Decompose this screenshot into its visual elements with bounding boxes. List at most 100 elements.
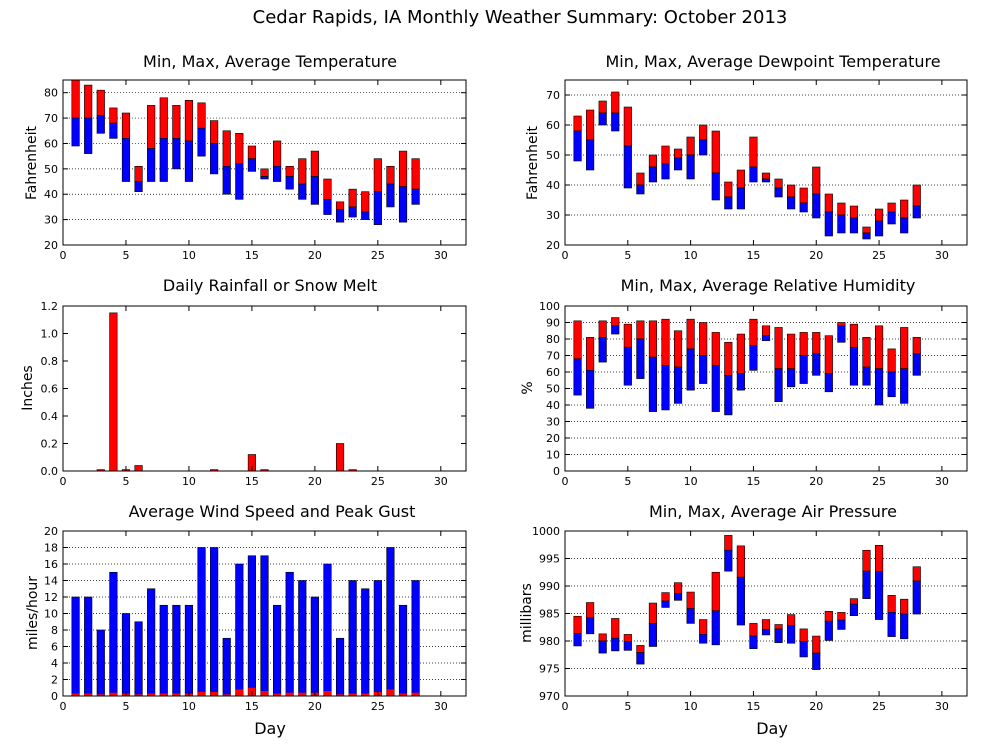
wind-xtick-label: 15 xyxy=(245,700,259,713)
pres-bar-lower xyxy=(586,617,595,635)
rh-bar-upper xyxy=(699,322,708,356)
rh-bar-lower xyxy=(837,325,846,343)
dew-bar-upper xyxy=(686,136,695,156)
temp-bar-lower xyxy=(285,176,294,190)
rain-ytick-label: 0.6 xyxy=(41,383,59,396)
wind-ytick-label: 4 xyxy=(51,657,58,670)
dew-bar-lower xyxy=(711,172,720,201)
temp-xtick-label: 5 xyxy=(122,249,129,262)
pres-xtick-label: 30 xyxy=(935,700,949,713)
rh-bar-lower xyxy=(862,366,871,386)
temp-bar-upper xyxy=(411,158,420,190)
pres-bar-lower xyxy=(598,640,607,654)
rain-ytick-label: 0.8 xyxy=(41,355,59,368)
dew-bar-upper xyxy=(611,91,620,114)
temp-bar-lower xyxy=(147,148,156,182)
pres-bar-upper xyxy=(799,628,808,642)
temp-bar-lower xyxy=(373,191,382,225)
rh-bar-lower xyxy=(824,373,833,393)
rain-ytick-label: 0.2 xyxy=(41,438,59,451)
rh-bar-upper xyxy=(912,337,921,355)
dew-bar-lower xyxy=(598,112,607,126)
rain-xtick-label: 25 xyxy=(371,475,385,488)
dew-bar-upper xyxy=(912,184,921,207)
pres-bar-upper xyxy=(862,549,871,572)
wind-bar-peak xyxy=(285,571,294,697)
pres-bar-upper xyxy=(761,619,771,630)
temperature-chart-title: Min, Max, Average Temperature xyxy=(143,52,397,71)
rh-bar-upper xyxy=(874,325,884,369)
dew-bar-lower xyxy=(824,211,833,237)
wind-xtick-label: 5 xyxy=(122,700,129,713)
wind-bar-peak xyxy=(159,604,168,697)
temp-bar-upper xyxy=(335,201,345,210)
pres-bar-upper xyxy=(623,634,632,642)
pres-bar-upper xyxy=(774,624,783,630)
rh-bar-upper xyxy=(724,341,733,376)
pres-bar-upper xyxy=(837,612,846,621)
dew-bar-lower xyxy=(673,157,683,171)
dew-ytick-label: 20 xyxy=(546,239,560,252)
wind-bar-average xyxy=(159,693,168,696)
page-title: Cedar Rapids, IA Monthly Weather Summary… xyxy=(253,7,788,28)
wind-bar-peak xyxy=(273,604,282,697)
temp-bar-upper xyxy=(298,158,307,185)
rh-bar-lower xyxy=(900,368,909,404)
pres-bar-lower xyxy=(573,632,582,647)
temp-bar-upper xyxy=(84,84,93,119)
wind-bar-average xyxy=(97,694,105,696)
pres-xtick-label: 20 xyxy=(809,700,823,713)
temp-bar-lower xyxy=(310,176,319,205)
pressure-panel: Min, Max, Average Air Pressure millibars… xyxy=(519,502,968,738)
temp-xtick-label: 10 xyxy=(182,249,196,262)
pres-bar-upper xyxy=(573,615,582,634)
pres-bar-lower xyxy=(673,593,683,601)
wind-bar-peak xyxy=(260,555,269,697)
rh-bar-upper xyxy=(686,318,695,350)
rh-ytick-label: 40 xyxy=(546,399,560,412)
dew-bar-upper xyxy=(623,106,632,147)
wind-bar-peak xyxy=(335,637,345,697)
dew-bar-lower xyxy=(900,217,909,234)
wind-ytick-label: 0 xyxy=(51,690,58,703)
pres-bar-upper xyxy=(598,633,607,642)
temp-bar-upper xyxy=(147,105,156,149)
wind-bar-peak xyxy=(398,604,408,697)
rh-bar-upper xyxy=(799,332,808,356)
dew-ytick-label: 50 xyxy=(546,149,560,162)
pres-bar-upper xyxy=(736,545,745,578)
rh-bar-lower xyxy=(661,365,670,411)
wind-bar-peak xyxy=(348,580,357,697)
pres-bar-upper xyxy=(673,582,683,595)
wind-bar-peak xyxy=(373,580,382,697)
rh-bar-lower xyxy=(636,338,645,379)
wind-bar-average xyxy=(197,691,206,696)
pres-bar-lower xyxy=(648,623,658,647)
rh-bar-upper xyxy=(812,332,821,355)
temp-bar-upper xyxy=(398,150,408,187)
rh-bar-upper xyxy=(573,320,582,360)
dew-bar-lower xyxy=(686,154,695,180)
temp-bar-lower xyxy=(260,176,269,180)
rain-bar xyxy=(335,443,345,472)
temperature-y-axis-label: Fahrenheit xyxy=(24,125,40,200)
temp-plot-frame xyxy=(62,79,467,246)
temp-bar-upper xyxy=(159,97,168,139)
wind-bar-peak xyxy=(222,637,231,697)
dew-bar-lower xyxy=(812,193,821,219)
rh-bar-lower xyxy=(623,346,632,386)
rain-xtick-label: 30 xyxy=(434,475,448,488)
rh-bar-upper xyxy=(887,348,896,373)
rh-xtick-label: 20 xyxy=(809,475,823,488)
humidity-panel: Min, Max, Average Relative Humidity % 01… xyxy=(520,276,968,488)
pres-bar-lower xyxy=(699,634,708,644)
rh-bar-upper xyxy=(598,320,607,338)
pres-bar-lower xyxy=(887,612,896,637)
rh-xtick-label: 30 xyxy=(935,475,949,488)
pres-bar-lower xyxy=(611,637,620,652)
temp-bar-upper xyxy=(71,79,80,119)
rh-bar-upper xyxy=(749,318,758,346)
dew-bar-upper xyxy=(586,109,595,141)
wind-bar-peak xyxy=(411,580,420,697)
